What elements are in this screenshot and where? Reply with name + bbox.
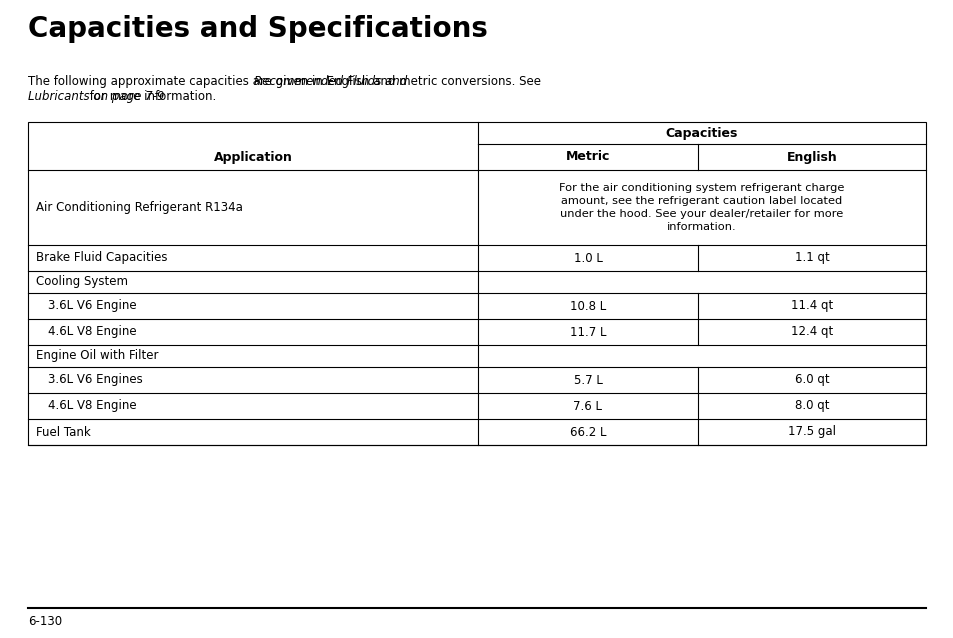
Text: Capacities and Specifications: Capacities and Specifications xyxy=(28,15,487,43)
Text: Application: Application xyxy=(213,151,293,163)
Text: 3.6L V6 Engines: 3.6L V6 Engines xyxy=(48,373,143,387)
Text: Cooling System: Cooling System xyxy=(36,276,128,288)
Text: 1.0 L: 1.0 L xyxy=(573,251,601,265)
Text: Capacities: Capacities xyxy=(665,126,738,140)
Text: 6-130: 6-130 xyxy=(28,615,62,628)
Text: 10.8 L: 10.8 L xyxy=(569,299,605,313)
Text: 4.6L V8 Engine: 4.6L V8 Engine xyxy=(48,399,136,413)
Text: Engine Oil with Filter: Engine Oil with Filter xyxy=(36,350,158,362)
Text: Metric: Metric xyxy=(565,151,610,163)
Text: The following approximate capacities are given in English and metric conversions: The following approximate capacities are… xyxy=(28,75,544,88)
Text: 17.5 gal: 17.5 gal xyxy=(787,426,835,438)
Text: for more information.: for more information. xyxy=(86,90,216,103)
Text: Lubricants on page 7-9: Lubricants on page 7-9 xyxy=(28,90,164,103)
Text: 12.4 qt: 12.4 qt xyxy=(790,325,832,339)
Text: Air Conditioning Refrigerant R134a: Air Conditioning Refrigerant R134a xyxy=(36,201,243,214)
Text: Recommended Fluids and: Recommended Fluids and xyxy=(253,75,407,88)
Text: 1.1 qt: 1.1 qt xyxy=(794,251,828,265)
Text: 3.6L V6 Engine: 3.6L V6 Engine xyxy=(48,299,136,313)
Text: For the air conditioning system refrigerant charge
amount, see the refrigerant c: For the air conditioning system refriger… xyxy=(558,183,843,232)
Text: Brake Fluid Capacities: Brake Fluid Capacities xyxy=(36,251,168,265)
Text: 7.6 L: 7.6 L xyxy=(573,399,602,413)
Bar xyxy=(28,122,925,445)
Text: 4.6L V8 Engine: 4.6L V8 Engine xyxy=(48,325,136,339)
Text: 6.0 qt: 6.0 qt xyxy=(794,373,828,387)
Text: English: English xyxy=(786,151,837,163)
Text: 5.7 L: 5.7 L xyxy=(573,373,601,387)
Text: 66.2 L: 66.2 L xyxy=(569,426,605,438)
Text: 11.4 qt: 11.4 qt xyxy=(790,299,832,313)
Text: 8.0 qt: 8.0 qt xyxy=(794,399,828,413)
Text: Fuel Tank: Fuel Tank xyxy=(36,426,91,438)
Text: 11.7 L: 11.7 L xyxy=(569,325,605,339)
